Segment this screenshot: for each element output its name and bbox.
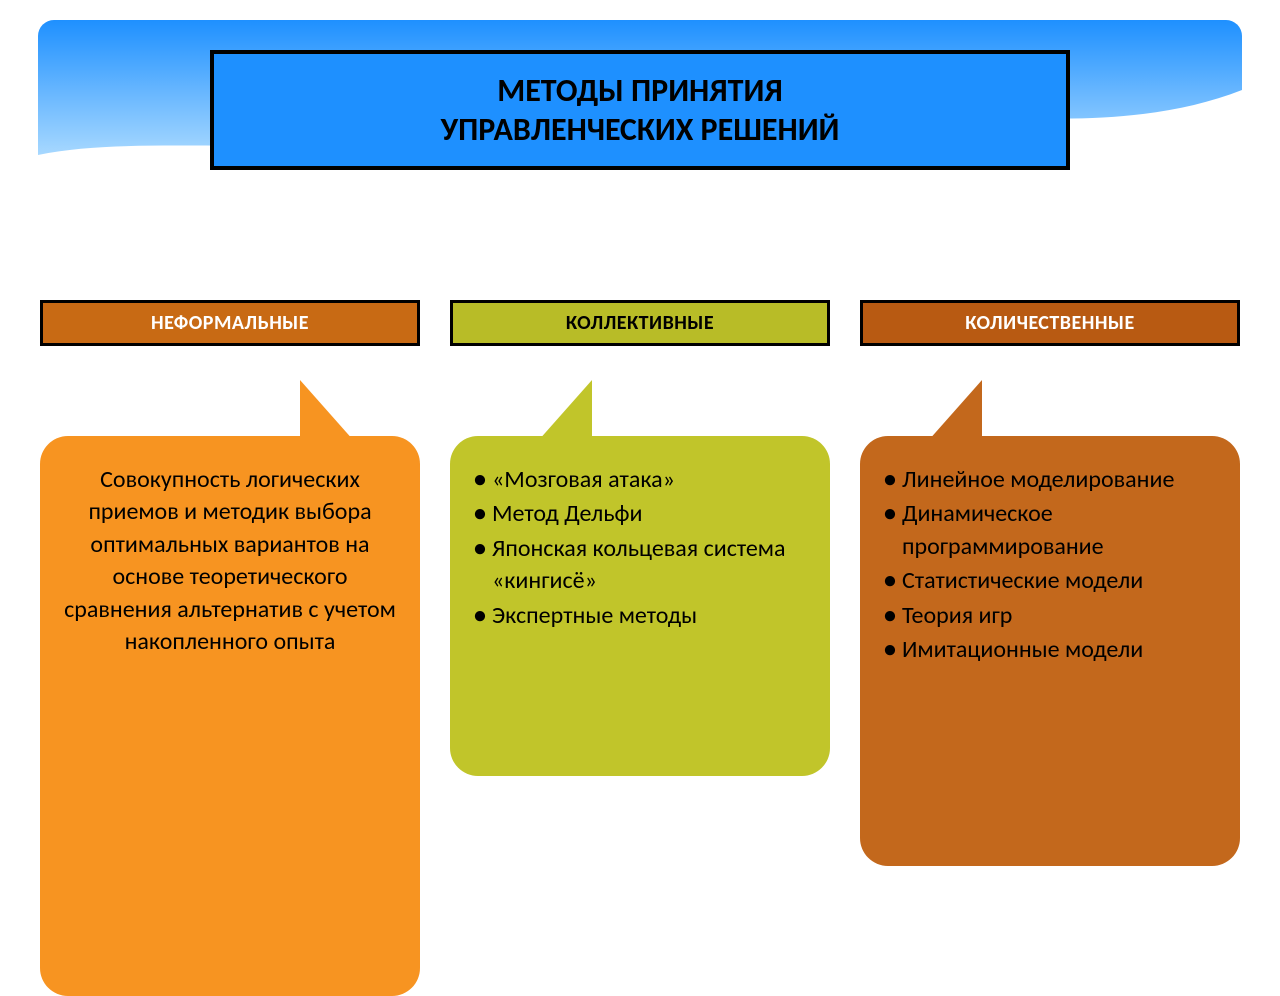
title-line-1: МЕТОДЫ ПРИНЯТИЯ (441, 71, 840, 110)
callout-tail (920, 380, 982, 450)
column-header-label: НЕФОРМАЛЬНЫЕ (151, 311, 309, 335)
columns-row: НЕФОРМАЛЬНЫЕ Совокупность логических при… (0, 300, 1280, 996)
column-header-collective: КОЛЛЕКТИВНЫЕ (450, 300, 830, 346)
list-item: Экспертные методы (474, 600, 806, 632)
list-item: Имитационные модели (884, 634, 1216, 666)
column-header-label: КОЛИЧЕСТВЕННЫЕ (965, 311, 1134, 335)
list-item: Статистические модели (884, 565, 1216, 597)
list-item: «Мозговая атака» (474, 464, 806, 496)
callout-list: «Мозговая атака» Метод Дельфи Японская к… (474, 464, 806, 632)
column-header-quantitative: КОЛИЧЕСТВЕННЫЕ (860, 300, 1240, 346)
callout-informal: Совокупность логических приемов и методи… (40, 436, 420, 996)
callout-tail (530, 380, 592, 450)
callout-tail (300, 380, 362, 450)
list-item: Теория игр (884, 600, 1216, 632)
list-item: Метод Дельфи (474, 498, 806, 530)
title-line-2: УПРАВЛЕНЧЕСКИХ РЕШЕНИЙ (441, 110, 840, 149)
column-collective: КОЛЛЕКТИВНЫЕ «Мозговая атака» Метод Дель… (450, 300, 830, 996)
column-quantitative: КОЛИЧЕСТВЕННЫЕ Линейное моделирование Ди… (860, 300, 1240, 996)
column-header-label: КОЛЛЕКТИВНЫЕ (566, 311, 714, 335)
callout-collective: «Мозговая атака» Метод Дельфи Японская к… (450, 436, 830, 776)
list-item: Линейное моделирование (884, 464, 1216, 496)
column-header-informal: НЕФОРМАЛЬНЫЕ (40, 300, 420, 346)
column-informal: НЕФОРМАЛЬНЫЕ Совокупность логических при… (40, 300, 420, 996)
list-item: Динамическое программирование (884, 498, 1216, 563)
list-item: Японская кольцевая система «кингисё» (474, 533, 806, 598)
callout-text: Совокупность логических приемов и методи… (64, 464, 396, 658)
slide-title: МЕТОДЫ ПРИНЯТИЯ УПРАВЛЕНЧЕСКИХ РЕШЕНИЙ (210, 50, 1070, 170)
callout-list: Линейное моделирование Динамическое прог… (884, 464, 1216, 666)
callout-quantitative: Линейное моделирование Динамическое прог… (860, 436, 1240, 866)
